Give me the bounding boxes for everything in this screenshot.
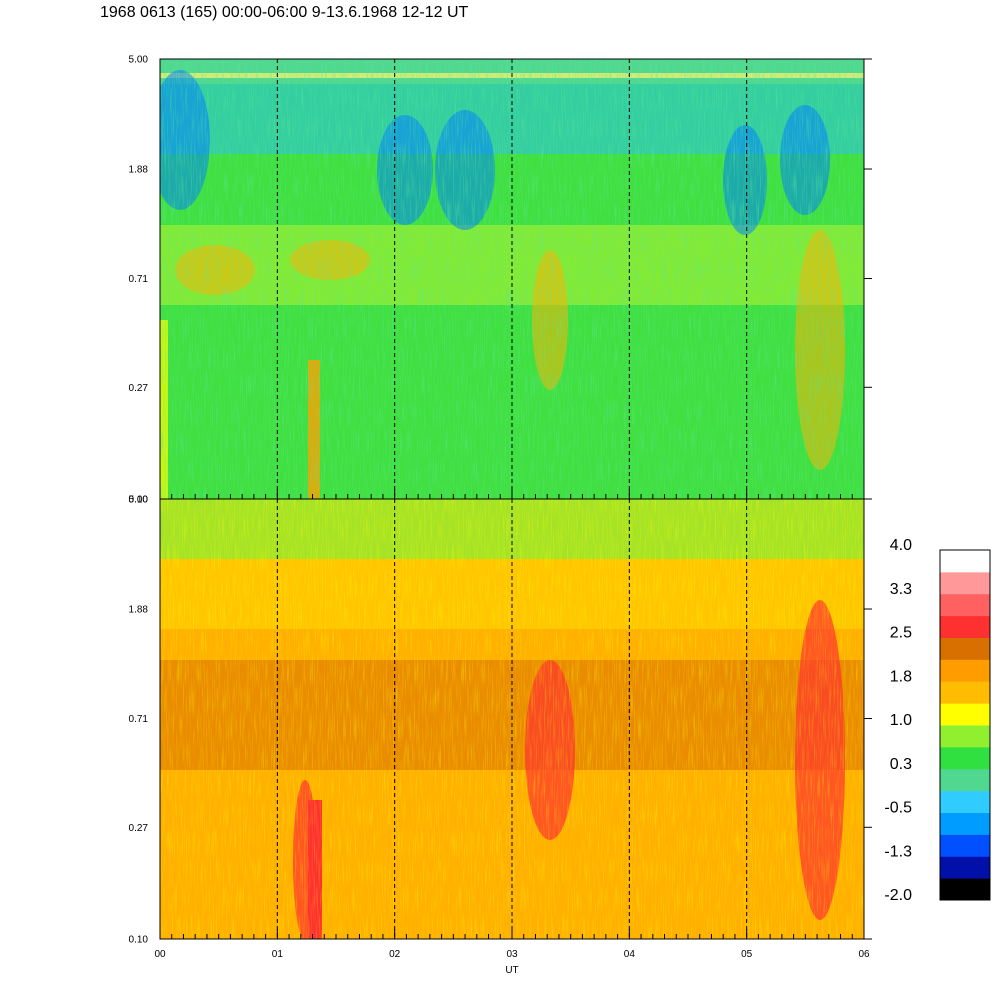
y-tick-label: 0.71 <box>129 714 149 725</box>
y-tick-label: 0.27 <box>129 383 149 394</box>
colorbar: 4.0 3.3 2.5 1.8 1.0 0.3 -0.5 -1.3 -2.0 <box>884 537 991 904</box>
colorbar-label: 0.3 <box>890 756 912 773</box>
x-tick-label: 04 <box>624 949 636 960</box>
colorbar-label: 1.8 <box>890 668 912 685</box>
y-tick-label: 1.88 <box>129 165 149 176</box>
colorbar-swatch <box>940 615 990 638</box>
y-tick-label: 0.27 <box>129 823 149 834</box>
x-tick-label: 05 <box>741 949 753 960</box>
colorbar-label: 2.5 <box>890 625 912 642</box>
colorbar-frame <box>939 549 991 901</box>
x-tick-label: 06 <box>858 949 870 960</box>
colorbar-label: 1.0 <box>890 712 912 729</box>
colorbar-swatch <box>940 725 990 748</box>
colorbar-swatch <box>940 878 990 901</box>
x-axis-label: UT <box>505 965 518 976</box>
chart-title: 1968 0613 (165) 00:00-06:00 9-13.6.1968 … <box>100 4 469 21</box>
x-tick-label: 01 <box>272 949 284 960</box>
y-tick-label: 5.00 <box>129 55 149 66</box>
colorbar-swatch <box>940 703 990 726</box>
colorbar-label: 3.3 <box>890 581 912 598</box>
colorbar-label: -2.0 <box>884 887 912 904</box>
colorbar-swatch <box>940 550 990 573</box>
y-tick-label: 0.71 <box>129 274 149 285</box>
colorbar-swatch <box>940 659 990 682</box>
x-tick-label: 03 <box>506 949 518 960</box>
colorbar-label: -1.3 <box>884 843 912 860</box>
colorbar-label: -0.5 <box>884 800 912 817</box>
colorbar-swatch <box>940 812 990 835</box>
colorbar-swatch <box>940 571 990 595</box>
colorbar-swatch <box>940 790 990 813</box>
y-tick-label: 1.88 <box>129 605 149 616</box>
colorbar-swatch <box>940 856 990 879</box>
colorbar-swatch <box>940 746 990 770</box>
colorbar-swatch <box>940 834 990 857</box>
y-tick-label: 5.00 <box>129 495 149 506</box>
colorbar-swatch <box>940 637 990 660</box>
colorbar-swatch <box>940 593 990 617</box>
upper-panel <box>160 59 864 499</box>
colorbar-swatch <box>940 768 990 792</box>
y-tick-label: 0.10 <box>129 935 149 946</box>
x-tick-label: 02 <box>389 949 401 960</box>
colorbar-swatch <box>940 681 990 704</box>
x-tick-label: 00 <box>154 949 166 960</box>
y-tick-label: 0.10 <box>129 495 149 506</box>
colorbar-label: 4.0 <box>890 537 912 554</box>
